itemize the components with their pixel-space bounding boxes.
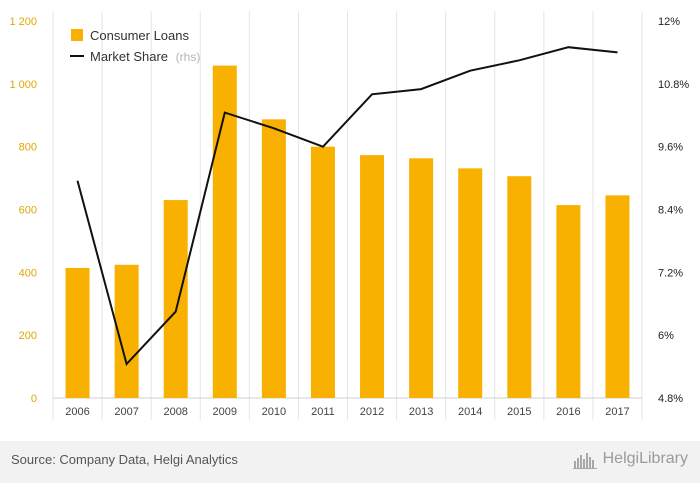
left-tick-label: 600 <box>19 205 37 217</box>
right-tick-label: 9.6% <box>658 142 683 154</box>
bar-2017 <box>605 195 630 398</box>
footer: Source: Company Data, Helgi Analytics He… <box>0 441 700 483</box>
market-share-polyline <box>76 46 618 366</box>
x-tick-label: 2009 <box>213 406 237 418</box>
right-tick-label: 12% <box>658 16 680 28</box>
x-tick-label: 2017 <box>605 406 629 418</box>
x-tick-label: 2015 <box>507 406 531 418</box>
legend-label-market-share-name: Market Share <box>90 49 168 64</box>
legend-swatch-consumer-loans <box>71 29 83 41</box>
left-tick-label: 200 <box>19 330 37 342</box>
bar-2011 <box>310 146 335 398</box>
bar-2009 <box>212 65 237 398</box>
legend: Consumer Loans Market Share (rhs) <box>70 28 200 64</box>
source-note: Source: Company Data, Helgi Analytics <box>11 452 238 467</box>
bar-2016 <box>556 205 581 398</box>
right-axis: 4.8% 6% 7.2% 8.4% 9.6% 10.8% 12% <box>658 16 689 405</box>
bar-2015 <box>507 176 532 398</box>
chart: 0 200 400 600 800 1 000 1 200 4.8% 6% 7.2% 8.4% 9.… <box>9 11 689 420</box>
brand-name: HelgiLibrary <box>602 450 688 467</box>
x-tick-label: 2010 <box>262 406 286 418</box>
x-tick-label: 2014 <box>458 406 482 418</box>
left-tick-label: 800 <box>19 142 37 154</box>
market-share-line <box>76 46 618 366</box>
x-axis: 2006 2007 2008 2009 2010 2011 2012 2013 2014 2015… <box>65 406 629 418</box>
bars <box>65 65 630 398</box>
right-tick-label: 8.4% <box>658 205 683 217</box>
x-tick-label: 2013 <box>409 406 433 418</box>
x-tick-label: 2006 <box>65 406 89 418</box>
x-tick-label: 2016 <box>556 406 580 418</box>
bar-2012 <box>360 155 385 398</box>
x-tick-label: 2012 <box>360 406 384 418</box>
bar-2010 <box>261 119 286 398</box>
grid-lines <box>52 11 643 420</box>
right-tick-label: 6% <box>658 330 674 342</box>
left-tick-label: 1 200 <box>9 16 37 28</box>
bar-2014 <box>458 168 483 398</box>
bar-2013 <box>409 158 434 398</box>
brand-logo: HelgiLibrary <box>572 449 688 469</box>
x-tick-label: 2011 <box>311 406 335 418</box>
legend-label-rhs: (rhs) <box>176 50 201 64</box>
left-axis: 0 200 400 600 800 1 000 1 200 <box>9 16 37 405</box>
right-tick-label: 10.8% <box>658 79 689 91</box>
x-tick-label: 2007 <box>114 406 138 418</box>
bar-2006 <box>65 267 90 398</box>
right-tick-label: 7.2% <box>658 267 683 279</box>
x-tick-label: 2008 <box>163 406 187 418</box>
library-icon <box>572 453 597 469</box>
legend-label-market-share: Market Share (rhs) <box>90 49 200 64</box>
left-tick-label: 400 <box>19 267 37 279</box>
legend-label-consumer-loans: Consumer Loans <box>90 28 189 43</box>
bar-2008 <box>163 200 188 398</box>
left-tick-label: 1 000 <box>9 79 37 91</box>
left-tick-label: 0 <box>31 393 37 405</box>
right-tick-label: 4.8% <box>658 393 683 405</box>
